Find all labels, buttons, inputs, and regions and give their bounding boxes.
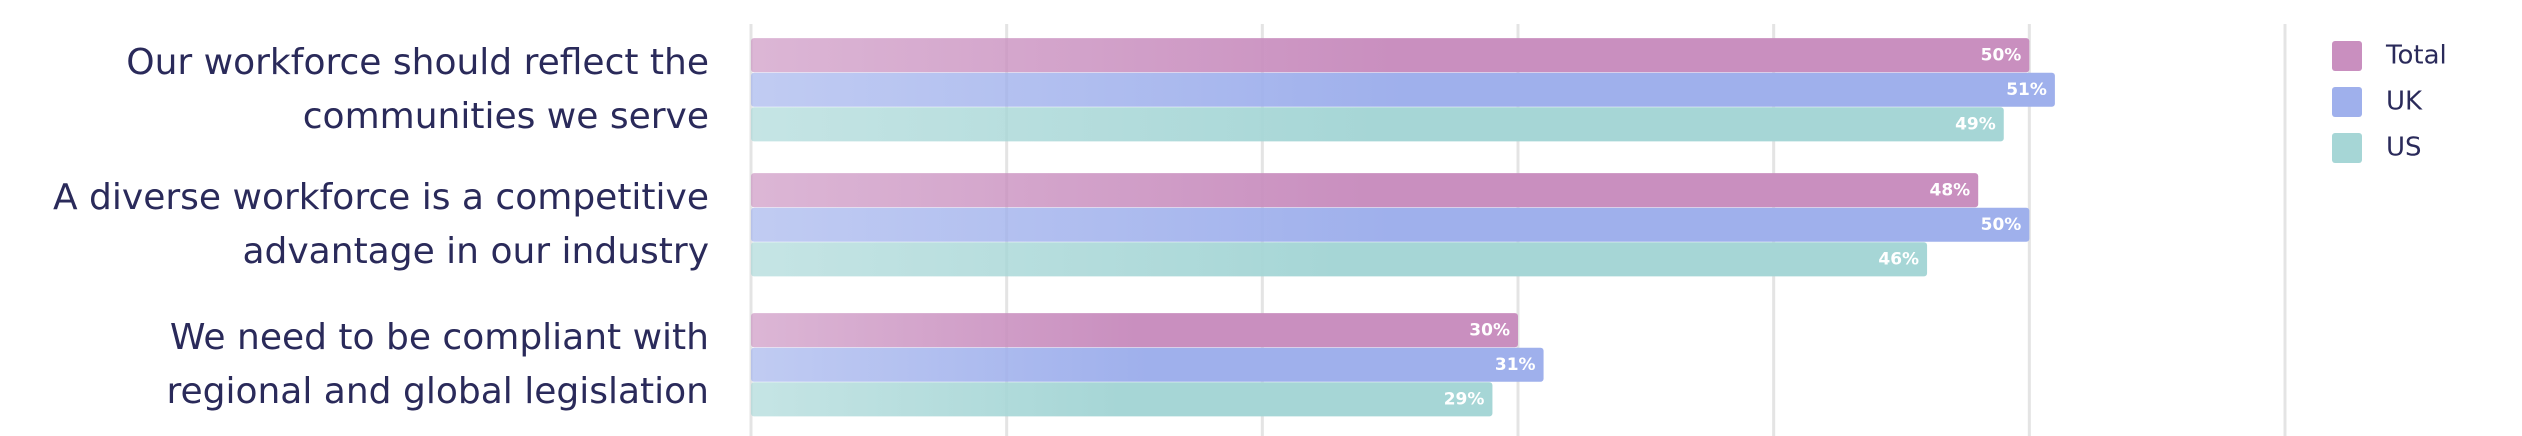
bar (751, 38, 2030, 73)
value-label: 46% (1878, 250, 1919, 270)
bar (751, 173, 1979, 208)
legend-swatch (2332, 41, 2362, 71)
value-label: 30% (1469, 320, 1510, 340)
value-label: 49% (1955, 115, 1996, 135)
value-label: 50% (1981, 45, 2022, 65)
value-label: 31% (1495, 355, 1536, 375)
bar (751, 382, 1493, 417)
category-label: A diverse workforce is a competitive adv… (52, 177, 709, 272)
legend-swatch (2332, 133, 2362, 163)
category-label: Our workforce should reflect the communi… (126, 42, 709, 137)
bar (751, 242, 1928, 277)
bar (751, 313, 1518, 348)
value-label: 48% (1929, 180, 1970, 200)
category-label: We need to be compliant with regional an… (166, 317, 709, 412)
bar (751, 347, 1544, 382)
legend-label: Total (2385, 41, 2447, 71)
legend-label: US (2386, 133, 2422, 163)
value-label: 50% (1981, 215, 2022, 235)
value-label: 29% (1444, 390, 1485, 410)
bar (751, 207, 2030, 242)
legend-label: UK (2386, 87, 2423, 117)
value-label: 51% (2006, 80, 2047, 100)
bar (751, 107, 2004, 142)
bar (751, 72, 2055, 107)
legend-swatch (2332, 87, 2362, 117)
